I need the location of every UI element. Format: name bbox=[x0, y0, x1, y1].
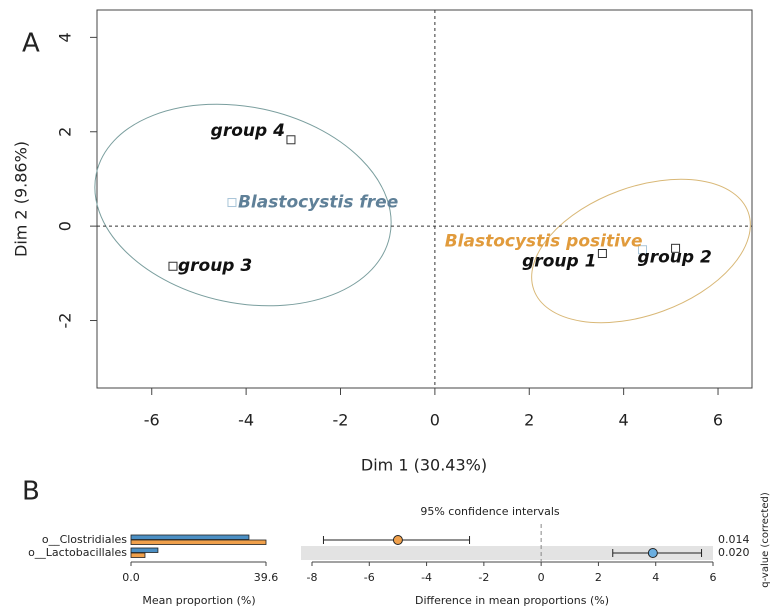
row-label: o__Clostridiales bbox=[42, 533, 127, 546]
point-label: Blastocystis positive bbox=[445, 232, 643, 252]
x-axis-label: Difference in mean proportions (%) bbox=[415, 594, 609, 607]
q-value: 0.014 bbox=[718, 533, 750, 546]
x-tick-label: 2 bbox=[524, 411, 534, 430]
q-value: 0.020 bbox=[718, 546, 750, 559]
x-axis-label: Mean proportion (%) bbox=[142, 594, 255, 607]
x-tick-label: 6 bbox=[713, 411, 723, 430]
point bbox=[227, 198, 237, 208]
bar bbox=[130, 547, 159, 553]
y-tick-label: 4 bbox=[56, 32, 75, 42]
x-tick-label: -2 bbox=[478, 571, 489, 584]
y-tick-label: 0 bbox=[56, 221, 75, 231]
mean-point bbox=[392, 535, 403, 545]
point bbox=[671, 243, 681, 253]
row-label: o__Lactobacillales bbox=[28, 546, 127, 559]
confidence-ellipse bbox=[531, 178, 751, 324]
point bbox=[168, 261, 178, 271]
x-tick-label: 4 bbox=[619, 411, 629, 430]
x-tick-label: 6 bbox=[710, 571, 717, 584]
point-label: group 3 bbox=[178, 256, 252, 276]
x-tick-label: 0 bbox=[430, 411, 440, 430]
plot-title: 95% confidence intervals bbox=[420, 505, 560, 518]
x-tick-label: 0 bbox=[538, 571, 545, 584]
x-axis-label: Dim 1 (30.43%) bbox=[361, 456, 487, 475]
x-tick-label: 0.0 bbox=[122, 571, 140, 584]
x-tick-label: -2 bbox=[333, 411, 349, 430]
panel-letter: B bbox=[22, 477, 40, 507]
x-tick-label: 4 bbox=[652, 571, 659, 584]
bar bbox=[130, 539, 267, 545]
point bbox=[597, 249, 607, 259]
x-tick-label: -4 bbox=[238, 411, 254, 430]
q-axis-label: q-value (corrected) bbox=[760, 492, 771, 588]
bar bbox=[130, 552, 146, 558]
point-label: group 4 bbox=[211, 121, 285, 141]
point-label: group 1 bbox=[522, 252, 596, 272]
x-tick-label: -6 bbox=[364, 571, 375, 584]
point bbox=[638, 245, 648, 255]
y-tick-label: -2 bbox=[56, 313, 75, 329]
confidence-ellipse bbox=[94, 103, 392, 307]
point-label: group 2 bbox=[638, 247, 712, 267]
y-axis-label: Dim 2 (9.86%) bbox=[12, 141, 31, 257]
x-tick-label: -4 bbox=[421, 571, 432, 584]
x-tick-label: 2 bbox=[595, 571, 602, 584]
panel-b: B Mean proportion (%) 95% confidence int… bbox=[22, 477, 771, 608]
panel-a: A Dim 1 (30.43%) Dim 2 (9.86%) -6 -4 -2 0 2 4… bbox=[12, 9, 753, 475]
x-tick-label: 39.6 bbox=[254, 571, 279, 584]
x-tick-label: -6 bbox=[144, 411, 160, 430]
y-tick-label: 2 bbox=[56, 127, 75, 137]
row-shading bbox=[301, 546, 713, 560]
panel-letter: A bbox=[22, 29, 40, 59]
plot-frame bbox=[96, 9, 753, 389]
mean-point bbox=[647, 548, 658, 558]
bar bbox=[130, 534, 250, 540]
point bbox=[286, 135, 296, 145]
point-label: Blastocystis free bbox=[238, 193, 398, 213]
x-tick-label: -8 bbox=[307, 571, 318, 584]
